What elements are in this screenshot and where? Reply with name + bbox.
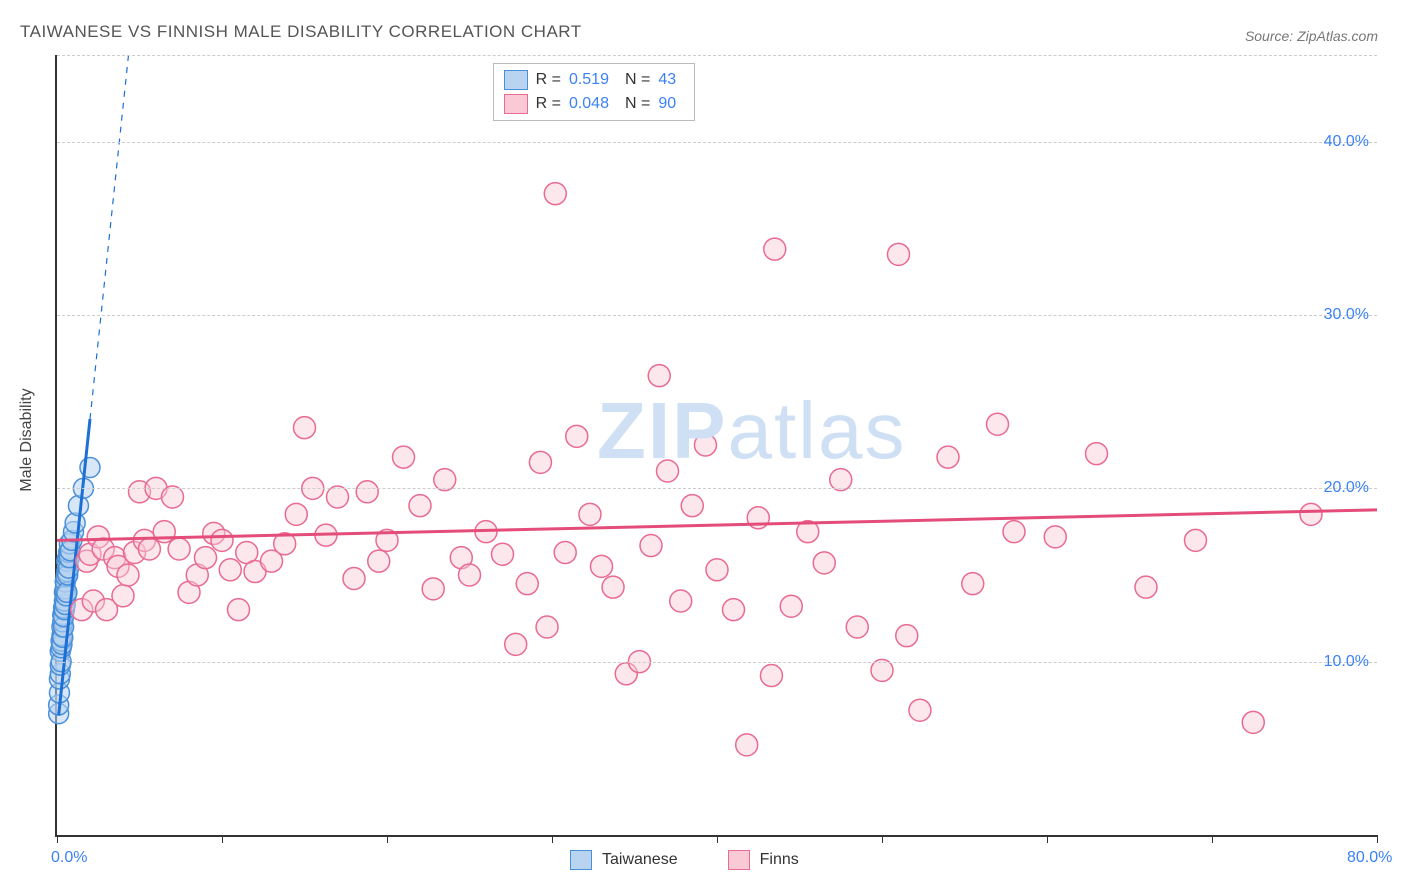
y-axis-label: Male Disability [18,388,36,491]
stats-row: R = 0.519 N = 43 [504,68,685,92]
bottom-legend: Taiwanese Finns [570,850,799,870]
stat-n-value: 43 [658,71,676,89]
source-credit: Source: ZipAtlas.com [1245,28,1378,44]
stats-legend-box: R = 0.519 N = 43 R = 0.048 N = 90 [493,63,696,121]
chart-title: TAIWANESE VS FINNISH MALE DISABILITY COR… [20,22,582,42]
stat-n-label: N = [625,95,650,113]
y-tick-label: 30.0% [1324,306,1369,324]
swatch-finns [504,94,528,114]
chart-svg [57,55,1377,835]
stats-row: R = 0.048 N = 90 [504,92,685,116]
stat-r-label: R = [536,95,561,113]
y-tick-label: 20.0% [1324,479,1369,497]
swatch-taiwanese [504,70,528,90]
stat-r-value: 0.519 [569,71,609,89]
y-tick-label: 40.0% [1324,133,1369,151]
y-tick-label: 10.0% [1324,653,1369,671]
stat-n-label: N = [625,71,650,89]
swatch-finns [728,850,750,870]
plot-area: ZIPatlas R = 0.519 N = 43 R = 0.048 N = … [55,55,1377,837]
legend-label-taiwanese: Taiwanese [602,851,678,869]
legend-label-finns: Finns [760,851,799,869]
swatch-taiwanese [570,850,592,870]
x-tick-label: 0.0% [51,849,87,867]
x-tick-label: 80.0% [1347,849,1392,867]
stat-r-label: R = [536,71,561,89]
stat-r-value: 0.048 [569,95,609,113]
stat-n-value: 90 [658,95,676,113]
